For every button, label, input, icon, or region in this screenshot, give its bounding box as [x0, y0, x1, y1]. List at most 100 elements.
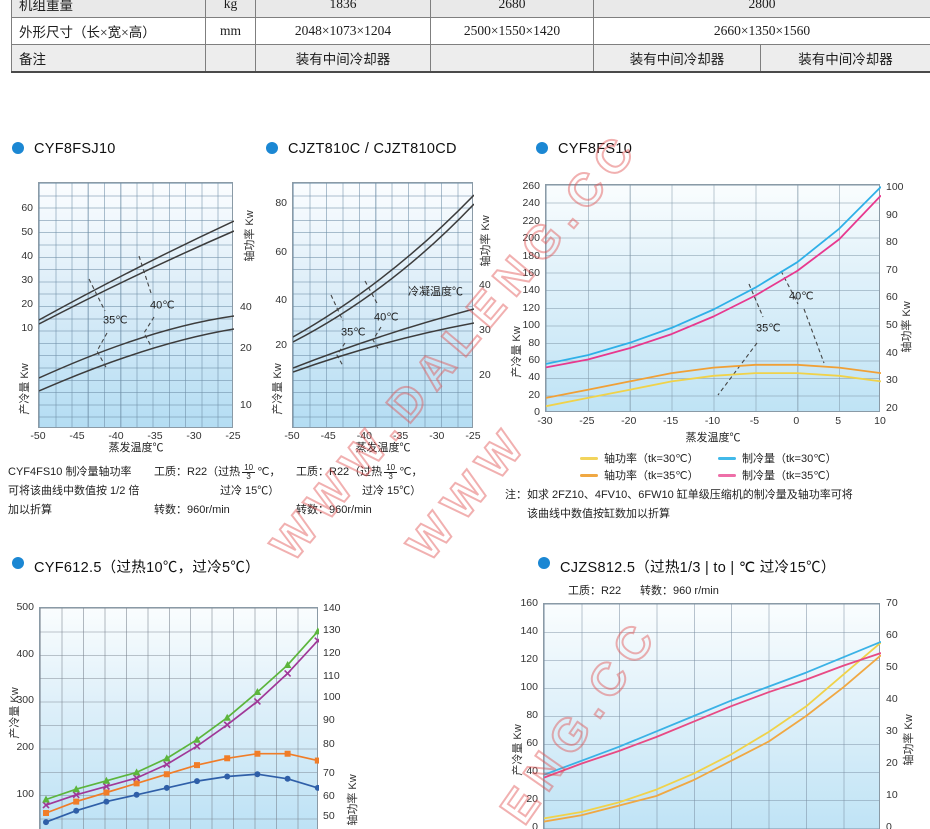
- axis-tick: 0: [534, 406, 540, 419]
- axis-tick: 10: [886, 789, 898, 801]
- axis-tick: -5: [749, 415, 760, 427]
- c4-right-axis-title: 轴功率 Kw: [347, 774, 359, 826]
- data-point-marker: [283, 660, 292, 668]
- data-point-marker: [103, 798, 110, 805]
- data-point-marker: [223, 721, 231, 729]
- c3-left-axis-title: 产冷量 Kw: [511, 326, 523, 378]
- data-point-marker: [163, 784, 170, 791]
- data-point-marker: [42, 801, 50, 809]
- data-point-marker: [254, 750, 261, 757]
- axis-tick: 500: [16, 601, 34, 613]
- axis-tick: 80: [323, 738, 335, 750]
- axis-tick: 260: [522, 180, 540, 192]
- data-point-marker: [133, 780, 140, 787]
- axis-tick: 120: [323, 647, 341, 659]
- data-point-marker: [102, 782, 110, 790]
- table-row: 备注 装有中间冷却器 装有中间冷却器 装有中间冷却器: [11, 44, 930, 73]
- data-point-marker: [193, 742, 201, 750]
- axis-tick: 80: [528, 336, 540, 349]
- axis-tick: 20: [886, 401, 898, 414]
- axis-tick: -35: [393, 430, 409, 442]
- spec-line: 转数：960r/min: [296, 504, 372, 516]
- section-title-cyf8fs10: CYF8FS10: [558, 141, 633, 157]
- data-point-marker: [43, 819, 49, 826]
- data-point-marker: [73, 807, 80, 814]
- axis-tick: 120: [522, 301, 540, 314]
- axis-tick: 30: [479, 324, 491, 336]
- axis-tick: 20: [21, 298, 33, 310]
- table-cell: 2680: [430, 0, 594, 18]
- legend-swatch: [718, 456, 736, 460]
- chart-curves: [544, 640, 881, 823]
- data-point-marker: [163, 771, 170, 778]
- c1-annotation-40c: 40℃: [150, 299, 175, 312]
- axis-tick: 110: [323, 670, 340, 682]
- data-point-marker: [314, 784, 319, 791]
- table-cell: 2800: [593, 0, 930, 18]
- axis-tick: 80: [886, 236, 898, 249]
- axis-tick: 5: [835, 415, 842, 427]
- c2-x-axis-title: 蒸发温度℃: [355, 442, 411, 454]
- table-cell: 2660×1350×1560: [593, 17, 930, 45]
- legend-item: 轴功率（tk=30℃）: [580, 450, 699, 466]
- chart2-spec: 工质：R22（过热 10 3 ℃， 过冷 15℃） 转数：960r/min: [296, 463, 422, 520]
- note-line: 注：如求 2FZ10、4FV10、6FW10 缸单级压缩机的制冷量及轴功率可将: [505, 489, 853, 501]
- cjzs-medium-label: 工质：R22: [568, 585, 622, 597]
- chart-curves: [39, 220, 234, 392]
- section-title-cyf612: CYF612.5（过热10℃，过冷5℃）: [34, 560, 260, 576]
- data-point-marker: [314, 627, 319, 635]
- chart-curves: [293, 194, 474, 373]
- axis-tick: -45: [320, 430, 336, 442]
- axis-tick: 40: [886, 346, 898, 359]
- axis-tick: 50: [886, 661, 898, 673]
- data-point-marker: [72, 785, 80, 793]
- axis-tick: 70: [886, 263, 898, 276]
- note-line: CYF4FS10 制冷量轴功率: [8, 466, 132, 478]
- table-cell: kg: [205, 0, 256, 18]
- axis-tick: -15: [663, 415, 679, 427]
- axis-tick: 40: [528, 371, 540, 384]
- axis-tick: 70: [886, 597, 898, 609]
- axis-tick: -30: [429, 430, 445, 442]
- data-point-marker: [163, 754, 171, 762]
- axis-tick: 220: [522, 214, 540, 227]
- axis-tick: 180: [522, 249, 540, 262]
- c3-right-axis-title: 轴功率 Kw: [901, 301, 913, 353]
- axis-tick: -45: [69, 430, 85, 442]
- data-point-marker: [194, 778, 200, 785]
- axis-tick: 100: [16, 787, 34, 800]
- bullet-icon: [12, 142, 24, 154]
- table-row: 机组重量 kg 1836 2680 2800: [11, 0, 930, 18]
- axis-tick: 20: [240, 342, 252, 354]
- spec-line: 过冷 15℃）: [220, 485, 280, 497]
- axis-tick: 80: [275, 197, 287, 209]
- chart1-note: CYF4FS10 制冷量轴功率 可将该曲线中数值按 1/2 倍 加以折算: [8, 463, 139, 520]
- data-point-marker: [133, 791, 140, 798]
- spec-line: 工质：R22（过热 10 3 ℃，: [154, 463, 281, 481]
- axis-tick: 0: [793, 415, 800, 427]
- fraction: 10 3: [242, 463, 256, 481]
- axis-tick: 120: [520, 653, 538, 665]
- axis-tick: -10: [704, 415, 721, 427]
- axis-tick: 60: [886, 291, 898, 304]
- axis-tick: 60: [323, 790, 335, 802]
- legend-item: 制冷量（tk=30℃）: [718, 450, 837, 466]
- axis-tick: 50: [886, 319, 898, 331]
- axis-tick: 160: [520, 597, 538, 609]
- axis-tick: -50: [30, 430, 46, 442]
- axis-tick: 40: [275, 294, 287, 306]
- axis-tick: 60: [21, 202, 33, 214]
- axis-tick: 20: [528, 388, 540, 401]
- axis-tick: 30: [21, 274, 33, 286]
- spec-line: 转数：960r/min: [154, 504, 230, 516]
- table-cell: mm: [205, 17, 256, 45]
- data-point-marker: [224, 773, 231, 780]
- c2-left-axis-title: 产冷量 Kw: [272, 363, 284, 415]
- axis-tick: 40: [886, 693, 898, 705]
- table-cell: 机组重量: [11, 0, 206, 18]
- spec-line: 过冷 15℃）: [362, 485, 422, 497]
- data-point-marker: [72, 791, 80, 799]
- c1-annotation-35c: 35℃: [103, 314, 128, 327]
- axis-tick: 30: [886, 725, 898, 737]
- cjzs-speed-label: 转数：960 r/min: [640, 585, 719, 597]
